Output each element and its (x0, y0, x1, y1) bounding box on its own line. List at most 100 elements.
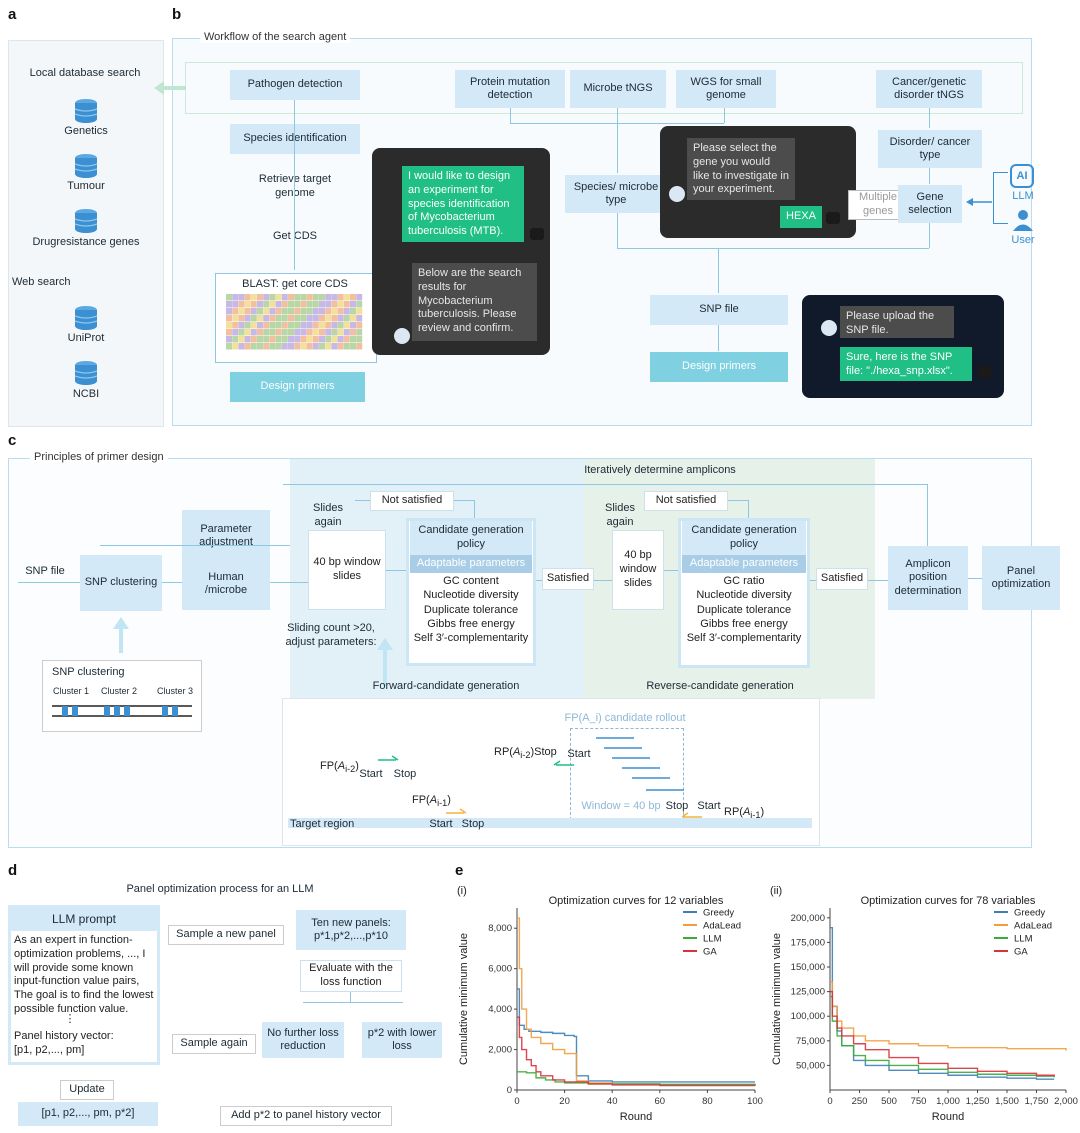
up-arrow-sliding (377, 638, 393, 686)
fwd-param: Self 3′-complementarity (413, 632, 529, 645)
panel-opt-title: Panel optimization process for an LLM (126, 883, 314, 895)
design-primers-button-2[interactable]: Design primers (650, 352, 788, 382)
y-tick-label: 100,000 (791, 1011, 825, 1022)
legend-label: AdaLead (703, 921, 741, 932)
species-microbe-type-box: Species/ microbe type (565, 175, 667, 213)
fwd-param: Nucleotide diversity (423, 589, 519, 602)
sample-new-panel-button[interactable]: Sample a new panel (168, 925, 284, 945)
x-tick-label: 1,250 (966, 1096, 990, 1107)
pathogen-detection-box: Pathogen detection (230, 70, 360, 100)
fp-i1-start: Start (429, 818, 453, 830)
legend-label: GA (1014, 947, 1028, 958)
chat2-user-message: HEXA (780, 206, 822, 228)
x-tick-label: 0 (827, 1096, 832, 1107)
fwd-params-list: GC content Nucleotide diversity Duplicat… (410, 574, 532, 645)
final-history-vector: [p1, p2,..., pm, p*2] (18, 1102, 158, 1126)
series-line-llm (517, 1071, 756, 1086)
llm-prompt-body: As an expert in function-optimization pr… (14, 934, 154, 1015)
sample-again-button[interactable]: Sample again (172, 1034, 256, 1054)
user-icon (1013, 210, 1033, 231)
disorder-cancer-type-box: Disorder/ cancer type (878, 130, 982, 168)
panel-label-a: a (8, 6, 17, 23)
rev-param: GC ratio (723, 575, 765, 587)
user-avatar-icon-2 (826, 212, 840, 224)
llm-label: LLM (1012, 190, 1034, 202)
fp-i1-stop: Stop (461, 818, 485, 830)
design-primers-button-1[interactable]: Design primers (230, 372, 365, 402)
x-tick-label: 40 (607, 1096, 618, 1107)
y-tick-label: 75,000 (796, 1036, 825, 1047)
chart-78-variables: (ii) Optimization curves for 78 variables… (770, 885, 1078, 1123)
add-to-history-button[interactable]: Add p*2 to panel history vector (220, 1106, 392, 1126)
local-db-title: Local database search (29, 67, 141, 79)
up-arrow-cluster (113, 617, 129, 653)
ten-panels-box: Ten new panels: p*1,p*2,...,p*10 (296, 910, 406, 950)
history-vector: [p1, p2,..., pm] (14, 1044, 85, 1056)
web-search-title: Web search (12, 276, 71, 288)
left-flow-line (294, 100, 295, 270)
x-tick-label: 750 (911, 1096, 927, 1107)
slides-again-fwd: Slides again (313, 502, 343, 528)
chat3-user-message: Sure, here is the SNP file: "./hexa_snp.… (840, 347, 972, 381)
chart-panel-label: (i) (457, 885, 467, 897)
cluster-2-label: Cluster 2 (100, 686, 137, 696)
panel-optimization-box: Panel optimization (982, 546, 1060, 610)
cancer-tngs-box: Cancer/genetic disorder tNGS (876, 70, 982, 108)
rev-params-list: GC ratio Nucleotide diversity Duplicate … (682, 574, 806, 645)
principles-title: Principles of primer design (30, 451, 168, 463)
target-region-bar (288, 818, 812, 828)
chart-title: Optimization curves for 12 variables (549, 895, 724, 907)
protein-mutation-box: Protein mutation detection (455, 70, 565, 108)
user-label: User (1011, 234, 1035, 246)
x-tick-label: 250 (852, 1096, 868, 1107)
db-label-uniprot: UniProt (67, 332, 105, 344)
adapt-label-rev: Adaptable parameters (682, 555, 806, 573)
cluster-1-label: Cluster 1 (52, 686, 89, 696)
legend-label: GA (703, 947, 717, 958)
x-axis-label: Round (932, 1111, 964, 1123)
forward-primer-arrow (378, 755, 399, 761)
lower-loss-box: p*2 with lower loss (362, 1022, 442, 1058)
evaluate-box: Evaluate with the loss function (300, 960, 402, 992)
legend-label: Greedy (1014, 908, 1045, 919)
not-satisfied-fwd: Not satisfied (370, 491, 454, 511)
db-label-drugresistance: Drugresistance genes (32, 236, 140, 248)
chart-12-variables: (i) Optimization curves for 12 variables 0… (457, 885, 763, 1123)
chat1-user-message: I would like to design an experiment for… (402, 166, 524, 242)
y-tick-label: 8,000 (488, 923, 512, 934)
update-button[interactable]: Update (60, 1080, 114, 1100)
series-line-adalead (830, 981, 1067, 1051)
rp-i2-label: RP(Ai-2)Stop (494, 746, 557, 761)
parameter-adjustment-box: Parameter adjustment Human /microbe (182, 510, 270, 610)
snp-file-input-label: SNP file (25, 565, 65, 577)
not-satisfied-rev: Not satisfied (644, 491, 728, 511)
ncbi-db-icon (74, 361, 98, 385)
x-tick-label: 100 (747, 1096, 763, 1107)
fp-i2-stop: Stop (393, 768, 417, 780)
y-tick-label: 50,000 (796, 1060, 825, 1071)
target-region-label: Target region (290, 818, 355, 830)
rev-param: Duplicate tolerance (696, 603, 792, 616)
window-40bp-label: Window = 40 bp (581, 800, 661, 812)
y-tick-label: 0 (507, 1085, 512, 1096)
series-line-llm (830, 995, 1055, 1078)
rev-param: Self 3′-complementarity (686, 632, 802, 645)
rp-i1-start: Start (697, 800, 721, 812)
panel-label-e: e (455, 862, 464, 879)
rollout-label: FP(A_i) candidate rollout (564, 712, 686, 724)
ten-panels-vector: p*1,p*2,...,p*10 (313, 930, 388, 942)
legend-label: LLM (703, 934, 722, 945)
genetics-db-icon (74, 99, 98, 123)
wgs-box: WGS for small genome (676, 70, 776, 108)
human-microbe-label: Human /microbe (204, 571, 248, 597)
rp-i1-label: RP(Ai-1) (724, 806, 765, 821)
amplicon-determination-box: Amplicon position determination (888, 546, 968, 610)
x-tick-label: 500 (881, 1096, 897, 1107)
ellipsis: ⋮ (64, 1013, 76, 1025)
user-avatar-icon-3 (978, 366, 992, 378)
blast-title: BLAST: get core CDS (242, 278, 348, 290)
fp-i2-label: FP(Ai-2) (320, 760, 359, 775)
rp-i2-start: Start (567, 748, 591, 760)
y-tick-label: 2,000 (488, 1045, 512, 1056)
sequence-alignment-graphic (226, 294, 363, 350)
